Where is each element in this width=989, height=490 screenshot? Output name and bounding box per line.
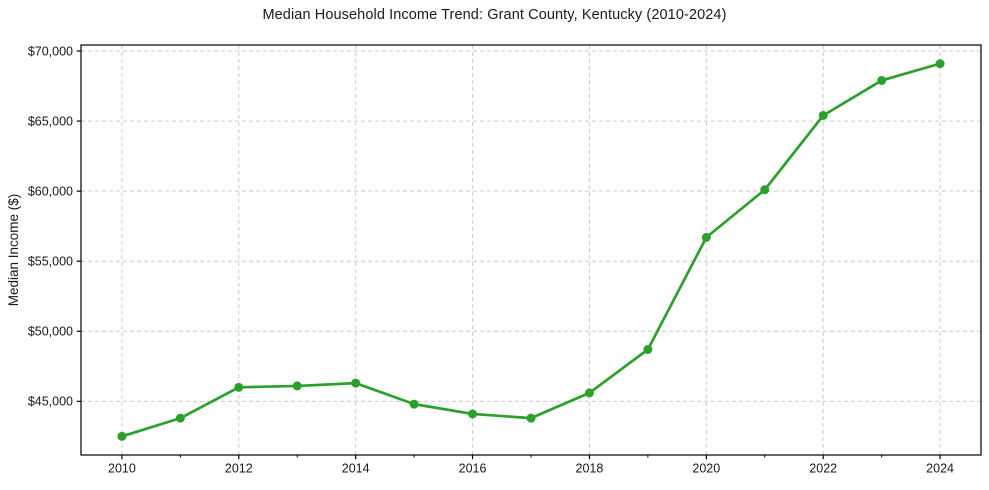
data-point-2016: [468, 409, 478, 419]
x-tick-label: 2024: [926, 462, 954, 476]
data-point-2014: [351, 378, 361, 388]
data-point-2010: [117, 431, 127, 441]
data-point-2013: [292, 381, 302, 391]
data-point-2018: [584, 388, 594, 398]
x-tick-label: 2012: [225, 462, 253, 476]
x-tick-label: 2018: [576, 462, 604, 476]
data-point-2019: [643, 344, 653, 354]
x-tick-label: 2010: [108, 462, 136, 476]
y-tick-label: $65,000: [28, 114, 73, 128]
data-point-2022: [818, 110, 828, 120]
data-point-2015: [409, 399, 419, 409]
data-point-2023: [877, 75, 887, 85]
data-point-2021: [760, 185, 770, 195]
chart-title: Median Household Income Trend: Grant Cou…: [262, 7, 727, 23]
y-tick-label: $60,000: [28, 184, 73, 198]
data-point-2017: [526, 413, 536, 423]
data-point-2012: [234, 382, 244, 392]
data-point-2024: [935, 59, 945, 69]
y-tick-label: $70,000: [28, 44, 73, 58]
income-trend-line: [120, 62, 942, 438]
x-tick-label: 2020: [692, 462, 720, 476]
y-tick-label: $55,000: [28, 255, 73, 269]
y-tick-label: $50,000: [28, 325, 73, 339]
plot-border: [80, 44, 982, 456]
x-tick-label: 2022: [809, 462, 837, 476]
y-tick-label: $45,000: [28, 395, 73, 409]
x-tick-label: 2016: [459, 462, 487, 476]
data-point-2011: [175, 413, 185, 423]
x-tick-label: 2014: [342, 462, 370, 476]
data-point-2020: [701, 232, 711, 242]
